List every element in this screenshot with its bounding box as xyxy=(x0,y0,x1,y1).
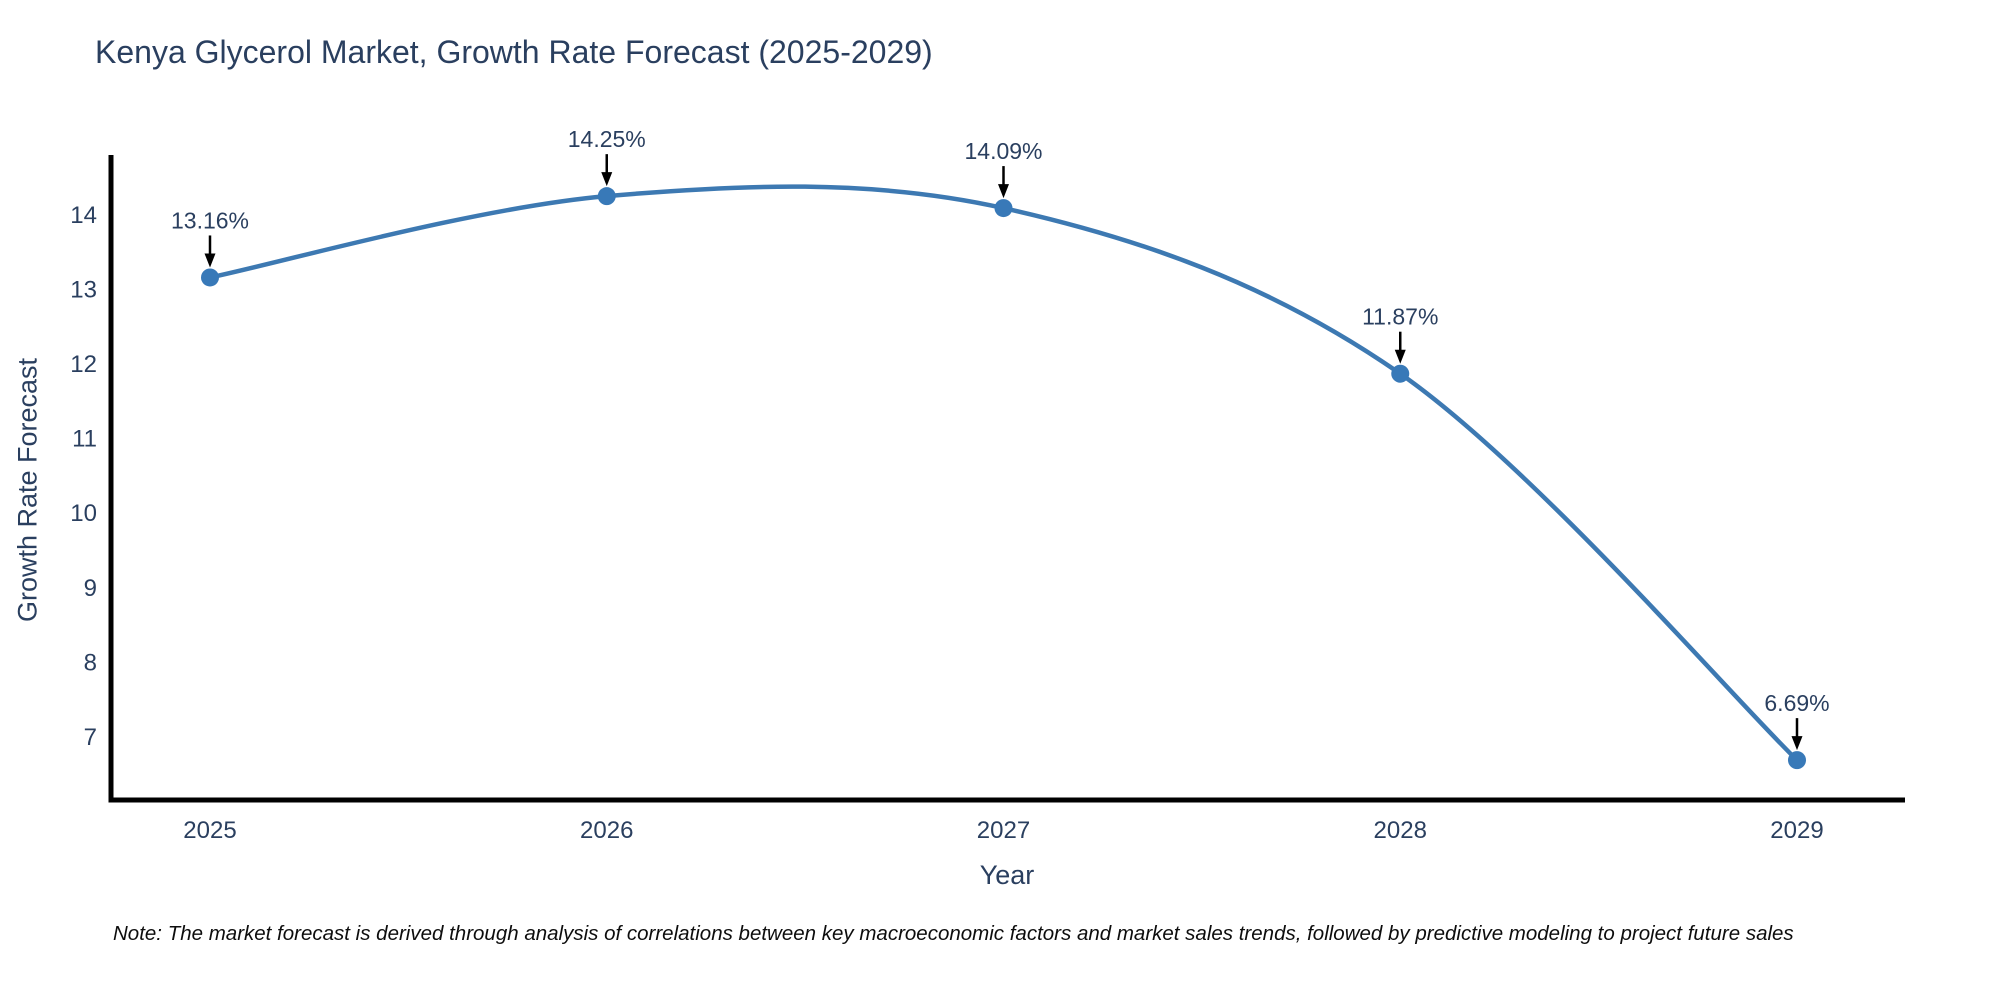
annotation-arrowhead xyxy=(204,253,216,268)
annotation-arrowhead xyxy=(1394,349,1406,364)
y-tick-label: 10 xyxy=(70,500,97,527)
data-point-marker xyxy=(201,268,219,287)
annotation-arrowhead xyxy=(601,172,613,187)
y-tick-label: 12 xyxy=(70,351,97,378)
y-tick-label: 8 xyxy=(84,649,97,676)
x-tick-label: 2028 xyxy=(1374,817,1427,844)
footnote-text: Note: The market forecast is derived thr… xyxy=(113,922,1794,945)
y-tick-label: 7 xyxy=(84,724,97,751)
data-point-marker xyxy=(1391,364,1410,383)
x-axis-title: Year xyxy=(979,860,1035,890)
chart-title: Kenya Glycerol Market, Growth Rate Forec… xyxy=(95,34,933,70)
series-line xyxy=(207,184,1800,763)
y-tick-label: 13 xyxy=(70,276,97,303)
data-point-label: 13.16% xyxy=(171,207,249,233)
data-point-label: 14.25% xyxy=(568,126,646,152)
data-point-marker xyxy=(994,199,1013,218)
data-point-label: 14.09% xyxy=(964,138,1042,164)
x-tick-label: 2027 xyxy=(977,817,1030,844)
x-tick-label: 2025 xyxy=(183,817,236,844)
x-tick-label: 2029 xyxy=(1770,817,1823,844)
y-tick-label: 14 xyxy=(70,202,97,229)
data-point-label: 6.69% xyxy=(1764,690,1829,716)
data-point-marker xyxy=(597,187,616,206)
data-point-marker xyxy=(1788,751,1806,770)
y-tick-label: 9 xyxy=(84,575,97,602)
data-point-label: 11.87% xyxy=(1362,304,1438,330)
y-tick-label: 11 xyxy=(72,426,97,453)
annotation-arrowhead xyxy=(998,184,1009,199)
annotation-arrowhead xyxy=(1791,736,1803,751)
x-tick-label: 2026 xyxy=(580,817,633,844)
